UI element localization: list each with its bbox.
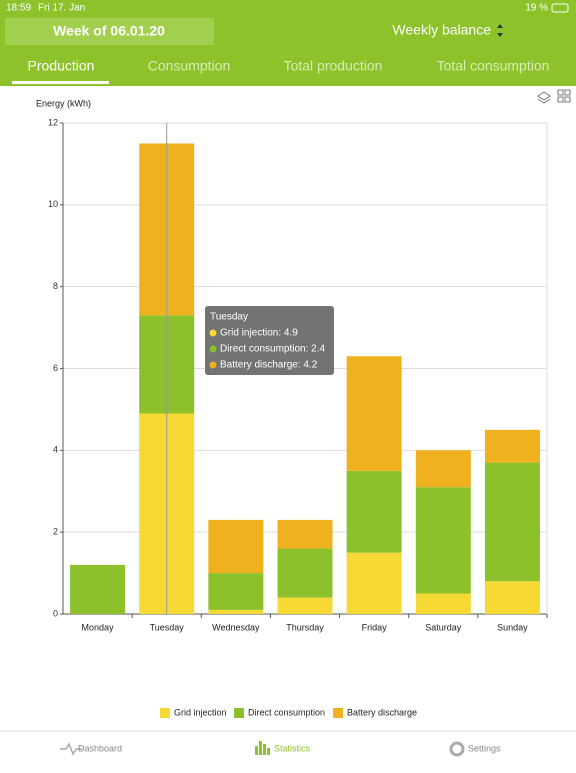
y-tick-label: 10 bbox=[48, 199, 58, 209]
nav-item[interactable]: Statistics bbox=[274, 743, 311, 753]
battery-icon bbox=[551, 3, 569, 13]
tooltip-swatch bbox=[209, 329, 217, 337]
legend-label[interactable]: Grid injection bbox=[174, 707, 227, 717]
status-time: 18:59 bbox=[6, 3, 31, 14]
settings-icon bbox=[449, 741, 465, 757]
legend-label[interactable]: Battery discharge bbox=[347, 707, 417, 717]
week-box[interactable] bbox=[5, 18, 214, 45]
y-axis-label: Energy (kWh) bbox=[36, 98, 91, 108]
tab[interactable]: Production bbox=[28, 58, 95, 74]
select-arrows bbox=[497, 24, 503, 37]
bar[interactable] bbox=[277, 597, 333, 614]
bar[interactable] bbox=[70, 564, 126, 614]
legend-swatch[interactable] bbox=[160, 708, 170, 718]
nav-item[interactable]: Settings bbox=[468, 743, 501, 753]
tooltip-line: Grid injection: 4.9 bbox=[220, 328, 298, 339]
tab[interactable]: Total consumption bbox=[437, 58, 550, 74]
x-tick-label: Sunday bbox=[497, 622, 528, 632]
y-tick-label: 4 bbox=[53, 445, 58, 455]
y-tick-label: 8 bbox=[53, 281, 58, 291]
tooltip-line: Battery discharge: 4.2 bbox=[220, 360, 318, 371]
chart-icons bbox=[537, 89, 571, 104]
nav-item[interactable]: Dashboard bbox=[78, 743, 122, 753]
tooltip-swatch bbox=[209, 345, 217, 353]
bar[interactable] bbox=[346, 470, 402, 553]
y-tick-label: 0 bbox=[53, 608, 58, 618]
y-tick-label: 2 bbox=[53, 527, 58, 537]
status-date: Fri 17. Jan bbox=[38, 3, 85, 14]
tooltip-line: Direct consumption: 2.4 bbox=[220, 344, 325, 355]
bar[interactable] bbox=[415, 450, 471, 488]
tab[interactable]: Total production bbox=[284, 58, 383, 74]
tooltip-box bbox=[205, 306, 334, 375]
legend-label[interactable]: Direct consumption bbox=[248, 707, 325, 717]
bar[interactable] bbox=[484, 462, 540, 582]
status-battery: 19 % bbox=[525, 3, 548, 14]
bar[interactable] bbox=[415, 593, 471, 614]
legend-swatch[interactable] bbox=[234, 708, 244, 718]
y-tick-label: 12 bbox=[48, 117, 58, 127]
bar[interactable] bbox=[277, 548, 333, 598]
bar[interactable] bbox=[277, 519, 333, 549]
mode-select[interactable]: Weekly balance bbox=[392, 22, 491, 38]
bar[interactable] bbox=[346, 552, 402, 614]
statistics-icon bbox=[255, 741, 270, 755]
dashboard-icon bbox=[60, 742, 82, 756]
bar[interactable] bbox=[484, 581, 540, 614]
y-tick-label: 6 bbox=[53, 363, 58, 373]
bar[interactable] bbox=[484, 429, 540, 463]
tooltip-title: Tuesday bbox=[210, 312, 248, 323]
bar[interactable] bbox=[208, 573, 264, 610]
tooltip-swatch bbox=[209, 361, 217, 369]
x-tick-label: Tuesday bbox=[150, 622, 185, 632]
x-tick-label: Wednesday bbox=[212, 622, 260, 632]
tab-underline bbox=[12, 81, 109, 84]
bar[interactable] bbox=[208, 609, 264, 614]
x-tick-label: Thursday bbox=[286, 622, 324, 632]
bar[interactable] bbox=[415, 487, 471, 594]
legend-swatch[interactable] bbox=[333, 708, 343, 718]
bar[interactable] bbox=[346, 356, 402, 471]
x-tick-label: Saturday bbox=[425, 622, 462, 632]
tab[interactable]: Consumption bbox=[148, 58, 231, 74]
x-tick-label: Monday bbox=[82, 622, 115, 632]
bar[interactable] bbox=[208, 519, 264, 574]
week-label: Week of 06.01.20 bbox=[53, 23, 165, 39]
x-tick-label: Friday bbox=[362, 622, 388, 632]
